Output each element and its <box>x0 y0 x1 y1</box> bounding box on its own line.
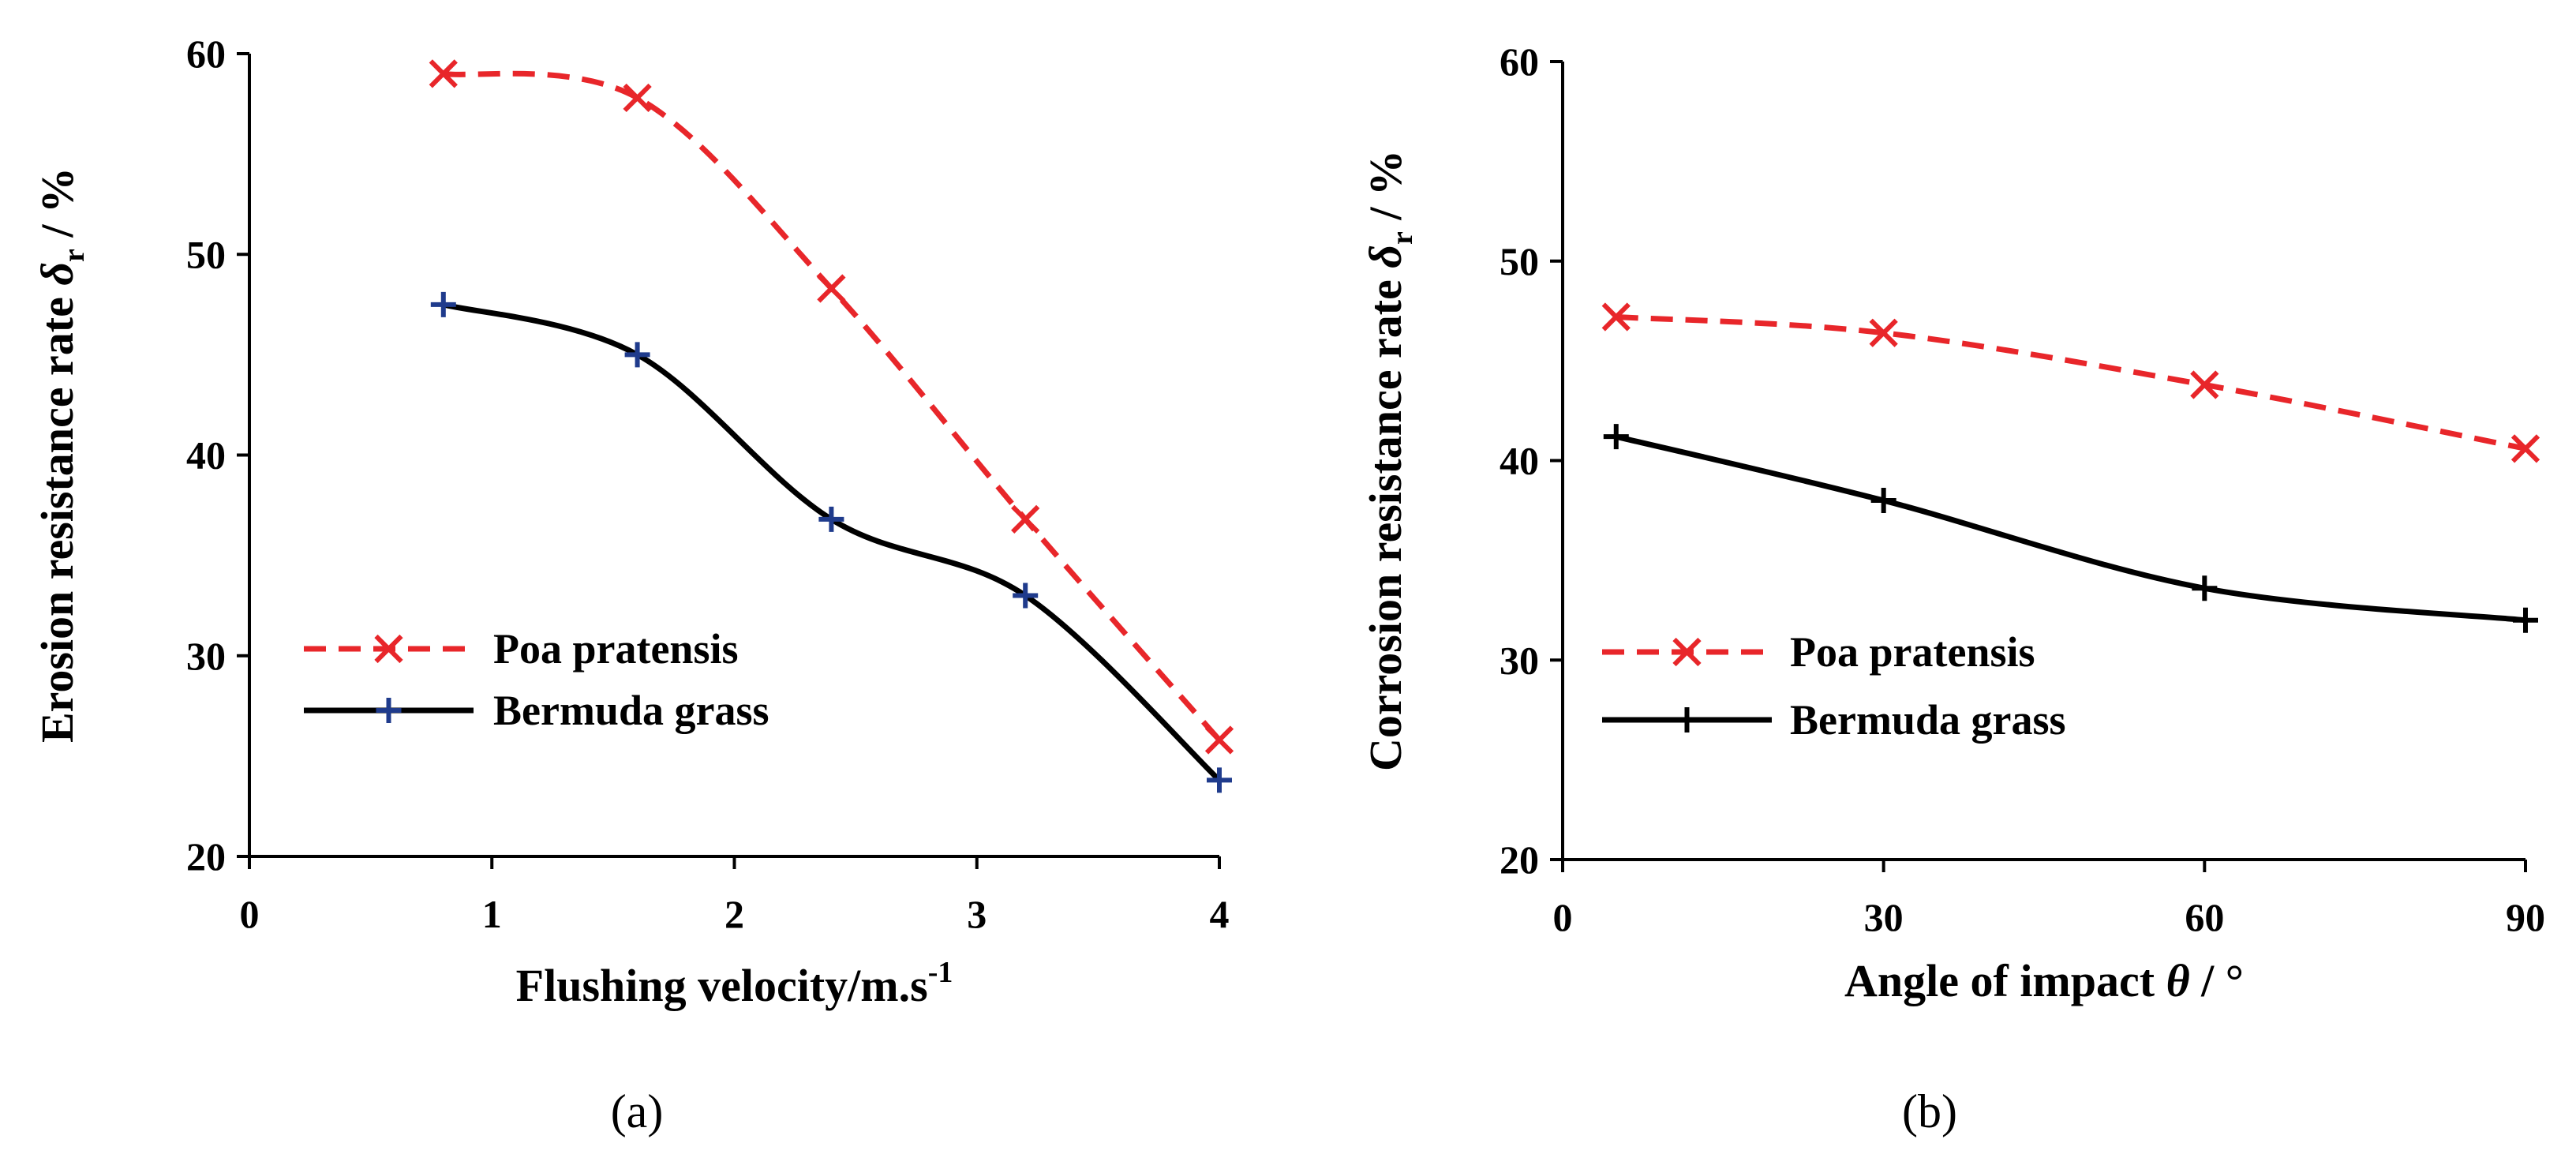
x-tick-label-a: 4 <box>1210 892 1230 936</box>
x-axis-label-symbol-b: θ <box>2155 955 2190 1006</box>
y-axis-label-symbol-a: δ <box>32 262 83 286</box>
series-a-1 <box>430 291 1232 793</box>
x-tick-label-a: 3 <box>967 892 987 936</box>
series-line-a-0 <box>443 70 1222 742</box>
y-tick-label-b: 40 <box>1500 439 1539 483</box>
series-a-0 <box>429 59 1234 755</box>
legend-marker-a-1 <box>376 698 402 723</box>
data-point-a-1 <box>430 291 456 317</box>
y-tick-label-a: 20 <box>186 834 226 879</box>
y-tick-label-a: 30 <box>186 634 226 678</box>
y-axis-label-symbol-b: δ <box>1360 245 1411 268</box>
x-axis-label-unit-b: / ° <box>2190 955 2244 1006</box>
y-tick-label-b: 30 <box>1500 638 1539 682</box>
data-point-b-1 <box>2513 607 2538 633</box>
y-tick-label-a: 50 <box>186 232 226 276</box>
y-tick-label-b: 60 <box>1500 39 1539 84</box>
x-tick-label-b: 60 <box>2185 895 2224 939</box>
panel-label-b: (b) <box>1902 1085 1957 1137</box>
y-axis-label-a: Erosion resistance rate δr / % <box>32 167 91 743</box>
data-point-a-1 <box>1207 767 1232 793</box>
data-point-a-0 <box>817 274 846 303</box>
data-point-a-0 <box>1204 725 1234 755</box>
series-line-b-1 <box>1615 433 2526 624</box>
chart-a: 20 30 40 50 60 0 1 2 3 4 Poa pratensis Bermuda gras… <box>32 32 1234 1137</box>
x-tick-label-a: 0 <box>240 892 260 936</box>
legend-a: Poa pratensis Bermuda grass <box>304 625 769 734</box>
data-point-a-1 <box>1013 583 1039 609</box>
y-tick-label-b: 50 <box>1500 239 1539 283</box>
data-point-a-0 <box>429 59 458 88</box>
data-point-b-1 <box>1870 488 1896 514</box>
y-axis-label-text-b: Corrosion resistance rate <box>1360 268 1411 771</box>
legend-marker-a-0 <box>374 634 403 664</box>
legend-label-a-1: Bermuda grass <box>493 687 769 734</box>
series-b-1 <box>1603 424 2538 633</box>
legend-label-b-1: Bermuda grass <box>1790 696 2066 744</box>
legend-b: Poa pratensis Bermuda grass <box>1602 628 2066 744</box>
series-line-b-0 <box>1616 314 2526 451</box>
x-axis-label-sup-a: -1 <box>928 956 953 989</box>
panel-label-a: (a) <box>611 1085 664 1137</box>
data-point-a-1 <box>624 342 650 368</box>
y-tick-label-a: 40 <box>186 433 226 478</box>
data-point-b-0 <box>2190 370 2219 399</box>
y-axis-label-sub-a: r <box>58 249 91 262</box>
y-tick-label-b: 20 <box>1500 837 1539 882</box>
y-axis-label-b: Corrosion resistance rate δr / % <box>1360 150 1419 771</box>
x-axis-label-a: Flushing velocity/m.s-1 <box>516 956 953 1011</box>
legend-label-b-0: Poa pratensis <box>1790 628 2035 676</box>
legend-marker-b-0 <box>1672 637 1702 667</box>
x-tick-label-b: 0 <box>1553 895 1573 939</box>
legend-marker-b-1 <box>1674 707 1700 732</box>
chart-b: 20 30 40 50 60 0 30 60 90 Poa pratensis Bermuda gr… <box>1360 39 2545 1137</box>
y-axis-label-unit-a: / % <box>32 167 83 249</box>
data-point-b-0 <box>1869 318 1898 347</box>
data-point-b-0 <box>2510 434 2540 463</box>
x-axis-label-text-a: Flushing velocity/m.s <box>516 960 928 1011</box>
x-tick-label-a: 2 <box>724 892 744 936</box>
x-tick-label-b: 30 <box>1864 895 1904 939</box>
x-tick-label-a: 1 <box>482 892 502 936</box>
y-axis-label-text-a: Erosion resistance rate <box>32 286 83 743</box>
y-axis-label-sub-b: r <box>1386 231 1419 245</box>
y-tick-label-a: 60 <box>186 32 226 76</box>
x-axis-label-b: Angle of impact θ / ° <box>1844 955 2244 1006</box>
data-point-b-0 <box>1601 302 1631 332</box>
x-axis-label-text-b: Angle of impact <box>1844 955 2155 1006</box>
data-point-b-1 <box>2192 575 2218 601</box>
data-point-a-1 <box>818 506 844 532</box>
series-b-0 <box>1601 302 2540 463</box>
y-axis-label-unit-b: / % <box>1360 150 1411 231</box>
data-point-a-0 <box>623 83 652 113</box>
data-point-a-0 <box>1011 504 1040 534</box>
x-tick-label-b: 90 <box>2506 895 2545 939</box>
legend-label-a-0: Poa pratensis <box>493 625 739 673</box>
data-point-b-1 <box>1603 424 1629 450</box>
